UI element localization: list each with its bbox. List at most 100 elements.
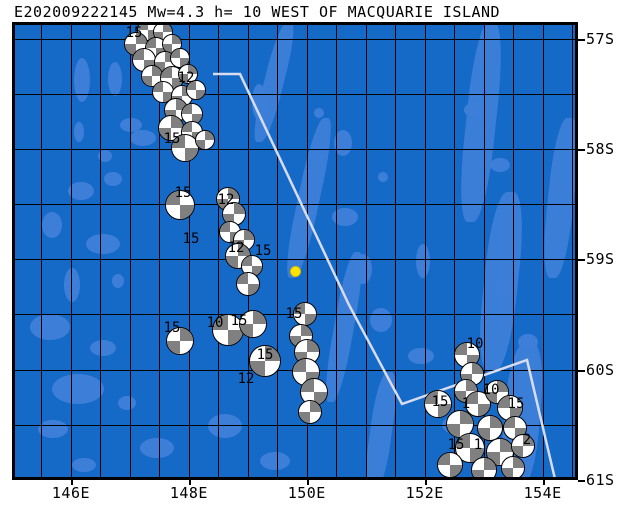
page-title: E202009222145 Mw=4.3 h= 10 WEST OF MACQU… xyxy=(14,3,501,21)
gridline-horizontal xyxy=(12,148,578,150)
gridline-vertical xyxy=(395,22,397,480)
bathymetry-patch xyxy=(314,108,324,118)
bathymetry-patch xyxy=(74,58,90,102)
bathymetry-patch xyxy=(68,182,94,200)
bathymetry-patch xyxy=(30,314,70,340)
y-axis-tick-mark xyxy=(578,148,585,151)
bathymetry-patch xyxy=(120,118,142,132)
focal-mechanism-beachball[interactable] xyxy=(298,400,322,424)
gridline-horizontal xyxy=(12,93,578,95)
bathymetry-patch xyxy=(140,438,174,458)
bathymetry-patch xyxy=(108,62,122,96)
depth-label: 15 xyxy=(507,396,525,412)
gridline-vertical xyxy=(70,22,72,480)
bathymetry-patch xyxy=(130,130,156,146)
y-axis-tick-label: 60S xyxy=(586,360,615,379)
x-axis-tick-mark xyxy=(70,478,73,485)
focal-mechanism-beachball[interactable] xyxy=(186,80,206,100)
bathymetry-patch xyxy=(86,234,120,254)
gridline-horizontal xyxy=(12,38,578,40)
focal-mechanism-beachball[interactable] xyxy=(195,130,215,150)
depth-label: 12 xyxy=(227,240,245,256)
depth-label: 1 xyxy=(461,396,471,412)
bathymetry-ridge xyxy=(280,118,338,278)
focal-mechanism-beachball[interactable] xyxy=(236,272,260,296)
bathymetry-patch xyxy=(74,122,84,142)
depth-label: 15 xyxy=(125,25,143,41)
x-axis-tick-mark xyxy=(542,478,545,485)
gridline-vertical xyxy=(365,22,367,480)
bathymetry-patch xyxy=(38,420,68,438)
bathymetry-patch xyxy=(208,414,242,438)
y-axis-tick-mark xyxy=(578,480,585,482)
depth-label: 12 xyxy=(237,371,255,387)
depth-label: 15 xyxy=(447,437,465,453)
bathymetry-ridge xyxy=(249,22,299,142)
depth-label: 1 xyxy=(473,437,483,453)
gridline-vertical xyxy=(41,22,43,480)
bathymetry-patch xyxy=(490,158,510,172)
depth-label: 2 xyxy=(522,432,532,448)
bathymetry-patch xyxy=(64,268,80,302)
gridline-vertical xyxy=(572,22,574,480)
y-axis-tick-mark xyxy=(578,259,585,262)
depth-label: 15 xyxy=(163,320,181,336)
depth-label: 12 xyxy=(217,192,235,208)
bathymetry-ridge xyxy=(455,22,507,222)
bathymetry-patch xyxy=(52,374,104,404)
gridline-vertical xyxy=(336,22,338,480)
x-axis-tick-label: 152E xyxy=(405,484,444,502)
gridline-vertical xyxy=(100,22,102,480)
depth-label: 15 xyxy=(285,306,303,322)
bathymetry-patch xyxy=(378,172,388,182)
map-canvas[interactable]: 15 12 15 15 12 15 12 15 15 10 15 15 12 15 10 10 15 1 15 15 1… xyxy=(12,22,578,480)
depth-label: 15 xyxy=(174,185,192,201)
x-axis-tick-label: 150E xyxy=(287,484,326,502)
bathymetry-patch xyxy=(104,172,122,186)
depth-label: 10 xyxy=(206,315,224,331)
focal-mechanism-beachball[interactable] xyxy=(471,457,497,480)
y-axis-tick-mark xyxy=(578,369,585,372)
focal-mechanism-beachball[interactable] xyxy=(166,327,194,355)
x-axis-tick-label: 146E xyxy=(51,484,91,502)
bathymetry-patch xyxy=(72,458,96,472)
y-axis-tick-label: 57S xyxy=(586,29,615,48)
y-axis-tick-label: 61S xyxy=(586,471,615,489)
x-axis-tick-mark xyxy=(188,478,191,485)
x-axis-tick-mark xyxy=(306,478,309,485)
depth-label: 15 xyxy=(182,231,200,247)
bathymetry-patch xyxy=(408,348,434,364)
y-axis-tick-mark xyxy=(578,38,585,41)
gridline-vertical xyxy=(218,22,220,480)
depth-label: 10 xyxy=(466,336,484,352)
depth-label: 15 xyxy=(163,131,181,147)
focal-mechanism-beachball[interactable] xyxy=(212,314,244,346)
y-axis-tick-label: 58S xyxy=(586,139,615,158)
depth-label: 15 xyxy=(256,347,274,363)
focal-mechanism-beachball[interactable] xyxy=(501,456,525,480)
focal-mechanism-beachball[interactable] xyxy=(293,302,317,326)
focal-mechanism-beachball[interactable] xyxy=(485,380,509,404)
main-epicenter-marker[interactable] xyxy=(290,266,301,277)
y-axis-tick-label: 59S xyxy=(586,250,615,269)
gridline-vertical xyxy=(188,22,190,480)
focal-mechanism-beachball[interactable] xyxy=(239,310,267,338)
focal-mechanism-beachball[interactable] xyxy=(437,452,463,478)
focal-mechanism-beachball[interactable] xyxy=(249,345,281,377)
bathymetry-patch xyxy=(90,340,116,356)
focal-mechanism-beachball[interactable] xyxy=(165,190,195,220)
gridline-vertical xyxy=(277,22,279,480)
gridline-horizontal xyxy=(12,204,578,206)
depth-label: 15 xyxy=(254,243,272,259)
depth-label: 12 xyxy=(177,70,195,86)
gridline-vertical xyxy=(542,22,544,480)
bathymetry-patch xyxy=(370,308,392,332)
depth-label: 15 xyxy=(431,394,449,410)
x-axis-tick-label: 148E xyxy=(169,484,208,502)
focal-mechanism-beachball[interactable] xyxy=(424,390,452,418)
gridline-horizontal xyxy=(12,259,578,261)
focal-mechanism-beachball[interactable] xyxy=(511,434,535,458)
depth-label: 15 xyxy=(230,313,248,329)
bathymetry-ridge xyxy=(320,252,368,402)
bathymetry-patch xyxy=(416,244,430,278)
